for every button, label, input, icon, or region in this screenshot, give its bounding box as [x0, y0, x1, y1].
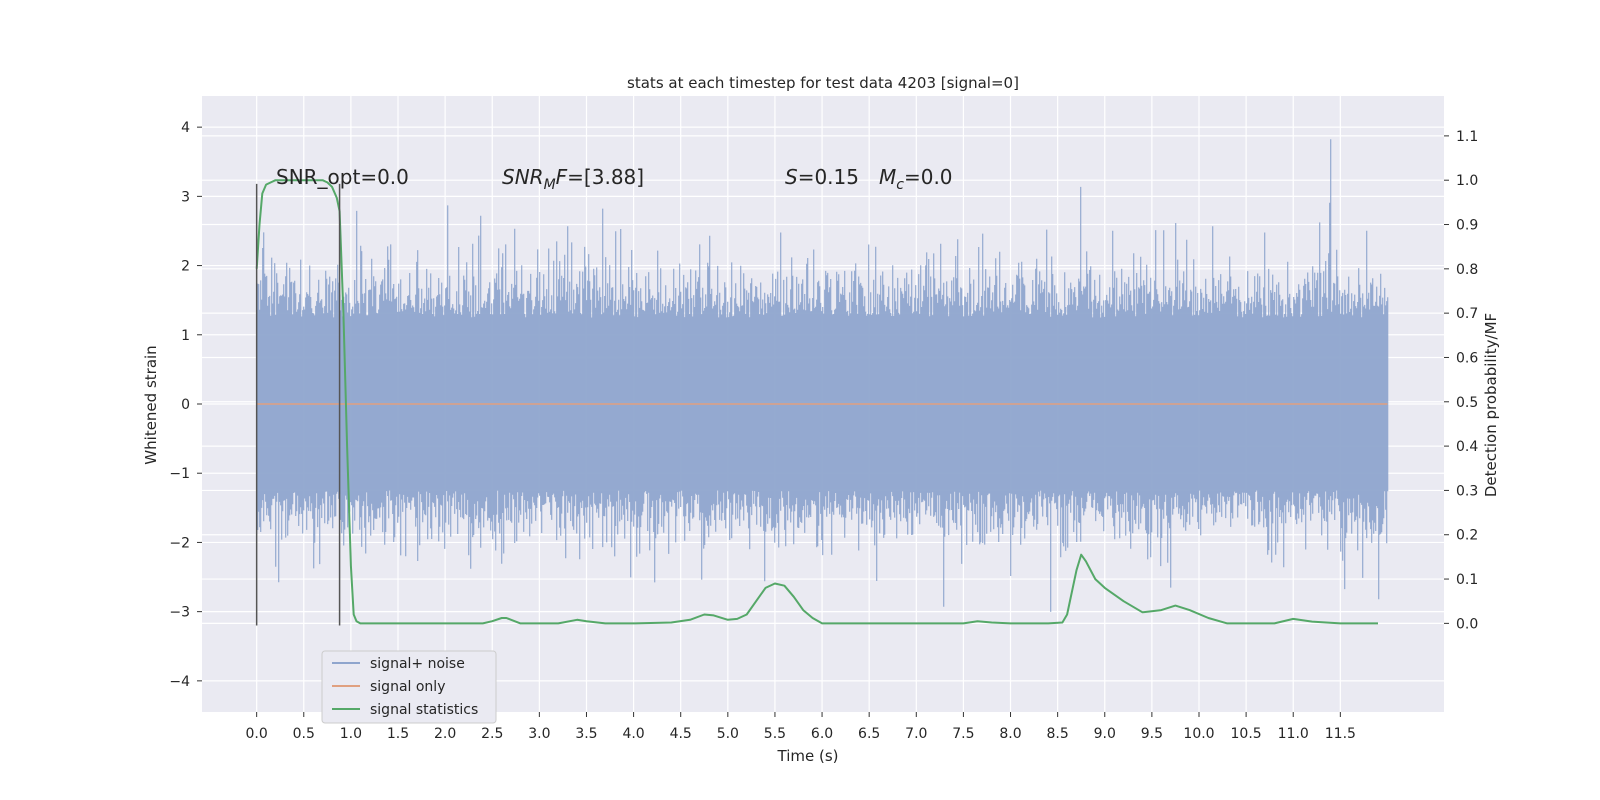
svg-text:Mc=0.0: Mc=0.0 — [879, 165, 953, 193]
y2-tick-label: 0.7 — [1456, 306, 1478, 322]
x-tick-label: 7.0 — [905, 726, 927, 742]
legend-box — [321, 650, 497, 724]
x-tick-label: 3.0 — [528, 726, 550, 742]
y2-axis-label: Detection probability/MF — [1482, 313, 1500, 497]
y2-tick-label: 0.1 — [1456, 572, 1478, 588]
y2-tick-label: 1.1 — [1456, 129, 1478, 145]
x-tick-label: 2.5 — [481, 726, 503, 742]
s-value: =0.15 — [798, 165, 859, 189]
x-tick-label: 8.5 — [1047, 726, 1069, 742]
y-tick-label: −4 — [169, 674, 190, 690]
y2-tick-label: 0.4 — [1456, 439, 1478, 455]
x-tick-label: 2.0 — [434, 726, 456, 742]
mc-value: =0.0 — [904, 165, 953, 189]
x-tick-label: 0.0 — [246, 726, 268, 742]
series-layer — [255, 179, 1388, 625]
x-axis-label: Time (s) — [777, 747, 839, 765]
x-axis: 0.0 0.5 1.0 1.5 2.0 2.5 3.0 3.5 4.0 4.5 5.0 5.5 6.0 6… — [246, 712, 1356, 742]
legend-label-signal: signal only — [370, 679, 445, 695]
y-axis-left: 4 3 2 1 0 −1 −2 −3 −4 — [169, 120, 202, 690]
y-axis-label: Whitened strain — [142, 345, 160, 464]
x-tick-label: 10.5 — [1231, 726, 1262, 742]
x-tick-label: 10.0 — [1183, 726, 1214, 742]
y-tick-label: 0 — [181, 397, 190, 413]
series-signal-statistics — [255, 179, 1378, 625]
chart-title: stats at each timestep for test data 420… — [627, 74, 1019, 92]
annotation-s: S=0.15 — [785, 165, 859, 189]
vlines-layer — [255, 183, 341, 626]
y2-tick-label: 0.9 — [1456, 218, 1478, 234]
snr-mf-value: =[3.88] — [567, 165, 644, 189]
x-tick-label: 11.5 — [1325, 726, 1356, 742]
x-tick-label: 1.5 — [387, 726, 409, 742]
y2-tick-label: 1.0 — [1456, 173, 1478, 189]
y-tick-label: 4 — [181, 120, 190, 136]
annotation-snr-mf: SNRMF=[3.88] — [502, 165, 644, 193]
x-tick-label: 4.5 — [670, 726, 692, 742]
y2-tick-label: 0.3 — [1456, 483, 1478, 499]
y-tick-label: 3 — [181, 189, 190, 205]
x-tick-label: 4.0 — [622, 726, 644, 742]
y2-tick-label: 0.2 — [1456, 528, 1478, 544]
y-tick-label: −3 — [169, 605, 190, 621]
y2-tick-label: 0.0 — [1456, 616, 1478, 632]
y-tick-label: 1 — [181, 328, 190, 344]
annotation-mc: Mc=0.0 — [879, 165, 953, 193]
legend-label-stats: signal statistics — [370, 702, 478, 718]
x-tick-label: 7.5 — [952, 726, 974, 742]
svg-text:S=0.15: S=0.15 — [785, 165, 859, 189]
x-tick-label: 3.5 — [575, 726, 597, 742]
legend-label-noise: signal+ noise — [370, 656, 465, 672]
y-tick-label: 2 — [181, 259, 190, 275]
annotation-snr-opt: SNR_opt=0.0 — [276, 165, 409, 189]
x-tick-label: 6.0 — [811, 726, 833, 742]
x-tick-label: 1.0 — [340, 726, 362, 742]
y-tick-label: −2 — [169, 535, 190, 551]
svg-text:SNRMF=[3.88]: SNRMF=[3.88] — [502, 165, 644, 193]
x-tick-label: 6.5 — [858, 726, 880, 742]
y-tick-label: −1 — [169, 466, 190, 482]
legend: signal+ noise signal only signal statist… — [321, 650, 497, 724]
y-axis-right: 1.1 1.0 0.9 0.8 0.7 0.6 0.5 0.4 0.3 0.2 0.1 0.0 — [1444, 129, 1478, 632]
x-tick-label: 5.0 — [717, 726, 739, 742]
y2-tick-label: 0.5 — [1456, 395, 1478, 411]
x-tick-label: 9.0 — [1094, 726, 1116, 742]
x-tick-label: 8.0 — [999, 726, 1021, 742]
x-tick-label: 9.5 — [1141, 726, 1163, 742]
x-tick-label: 0.5 — [293, 726, 315, 742]
y2-tick-label: 0.8 — [1456, 262, 1478, 278]
x-tick-label: 11.0 — [1278, 726, 1309, 742]
y2-tick-label: 0.6 — [1456, 350, 1478, 366]
x-tick-label: 5.5 — [764, 726, 786, 742]
